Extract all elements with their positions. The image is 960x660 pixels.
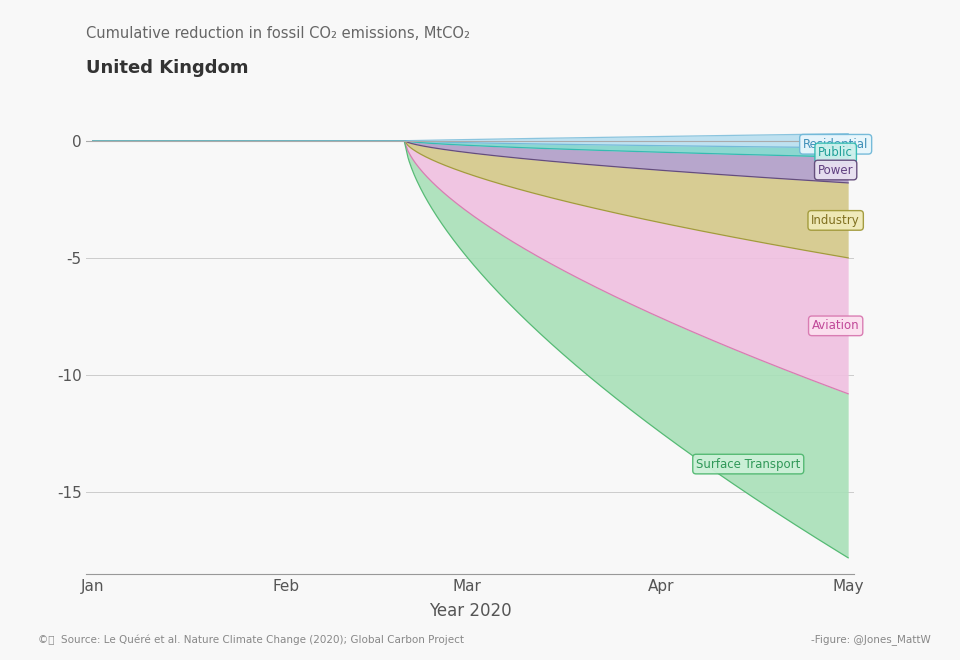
Text: United Kingdom: United Kingdom bbox=[86, 59, 249, 77]
Text: Surface Transport: Surface Transport bbox=[696, 457, 801, 471]
Text: Cumulative reduction in fossil CO₂ emissions, MtCO₂: Cumulative reduction in fossil CO₂ emiss… bbox=[86, 26, 470, 42]
Text: Public: Public bbox=[818, 147, 853, 160]
Text: -Figure: @Jones_MattW: -Figure: @Jones_MattW bbox=[811, 634, 931, 645]
X-axis label: Year 2020: Year 2020 bbox=[429, 603, 512, 620]
Text: Power: Power bbox=[818, 164, 853, 176]
Text: Industry: Industry bbox=[811, 214, 860, 227]
Text: Residential: Residential bbox=[803, 138, 869, 150]
Text: Aviation: Aviation bbox=[812, 319, 859, 333]
Text: ©ⓘ  Source: Le Quéré et al. Nature Climate Change (2020); Global Carbon Project: ©ⓘ Source: Le Quéré et al. Nature Climat… bbox=[38, 635, 465, 645]
